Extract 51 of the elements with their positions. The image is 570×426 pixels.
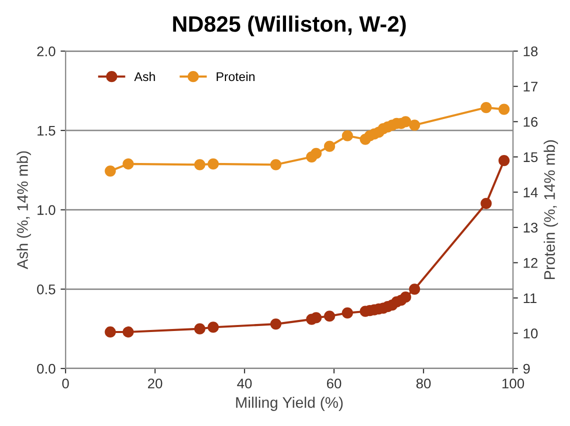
chart-title: ND825 (Williston, W-2) (173, 16, 406, 36)
point (400, 292, 412, 303)
y-tick-label: 2.0 (37, 46, 56, 56)
y-tick-label: 1.5 (38, 126, 56, 136)
y2-axis-title: Protein (%, 14% mb) (544, 140, 558, 280)
y2-tick-label: 11 (524, 293, 536, 303)
x-axis-title: Milling Yield (%) (236, 396, 343, 411)
legend-label: Protein (216, 72, 255, 82)
point (480, 198, 492, 210)
x-tick-label: 80 (416, 378, 431, 388)
point (310, 312, 322, 324)
y-axis-title: Ash (%, 14% mb) (16, 151, 31, 270)
point (498, 155, 510, 166)
point (194, 159, 206, 170)
x-tick-label: 40 (237, 378, 252, 388)
point (324, 140, 336, 152)
point (324, 310, 336, 322)
point (342, 130, 353, 142)
point (104, 165, 116, 177)
point (270, 318, 282, 330)
point (409, 120, 420, 131)
point (122, 326, 134, 338)
point (270, 159, 282, 170)
point (342, 307, 353, 319)
y2-tick-label: 12 (524, 258, 538, 268)
x-tick-label: 60 (327, 378, 342, 388)
legend-label: Ash (134, 72, 155, 82)
point (208, 158, 219, 170)
point (310, 148, 322, 159)
y2-tick-label: 13 (524, 222, 538, 233)
y2-tick-label: 17 (524, 82, 538, 92)
y2-tick-label: 18 (524, 46, 538, 56)
y2-tick-label: 15 (524, 152, 538, 162)
y-tick-label: 1.0 (38, 205, 56, 215)
y2-tick-label: 16 (524, 116, 538, 127)
point (480, 102, 492, 114)
point (104, 326, 116, 338)
point (400, 116, 412, 128)
x-tick-label: 20 (148, 378, 162, 388)
point (122, 158, 134, 170)
point (409, 284, 420, 295)
y-tick-label: 0.0 (37, 364, 56, 374)
y2-tick-label: 14 (524, 188, 538, 198)
y2-tick-label: 9 (523, 364, 530, 374)
y-tick-label: 0.5 (37, 284, 56, 294)
point (208, 322, 219, 333)
x-tick-label: 0 (62, 378, 69, 388)
x-tick-label: 100 (502, 378, 524, 388)
point (194, 323, 206, 334)
point (498, 104, 510, 115)
y2-tick-label: 10 (524, 328, 538, 338)
